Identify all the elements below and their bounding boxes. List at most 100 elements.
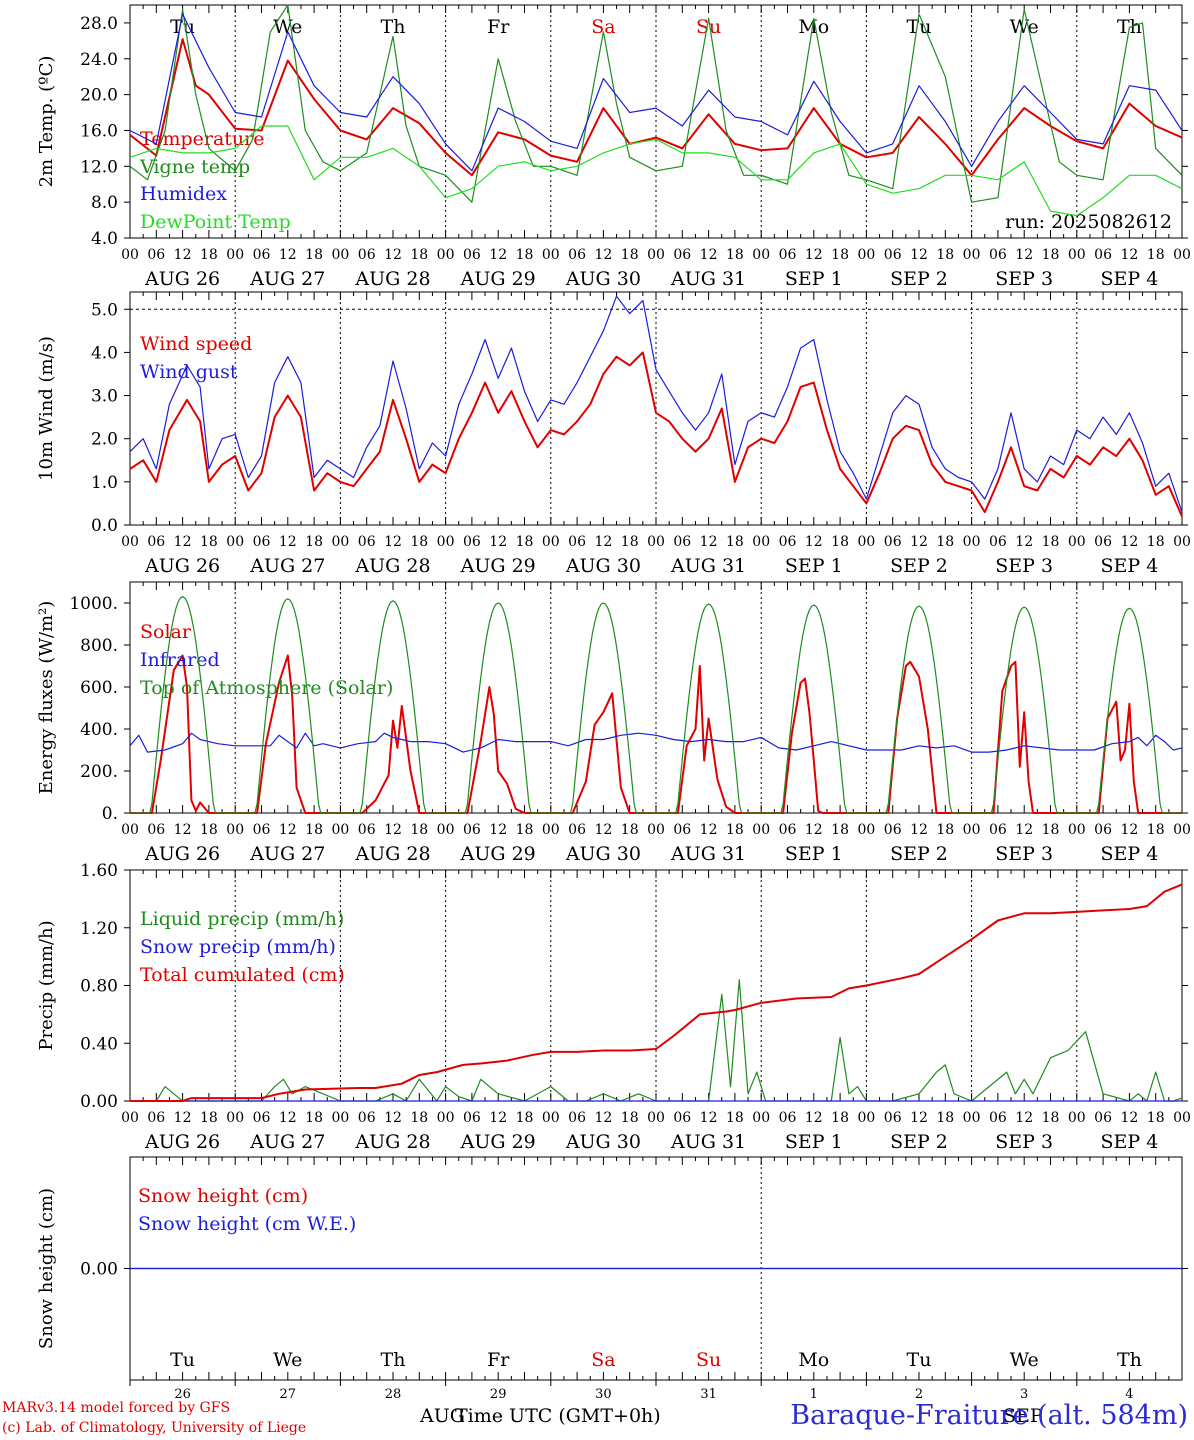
hour-tick-label: 18 [831, 822, 849, 838]
day-number-label: 2 [915, 1387, 923, 1400]
date-label: SEP 4 [1100, 268, 1158, 290]
hour-tick-label: 12 [489, 247, 507, 263]
y-tick-label: 0.80 [80, 977, 118, 997]
legend-entry: Liquid precip (mm/h) [140, 908, 344, 930]
hour-tick-label: 12 [384, 822, 402, 838]
hour-tick-label: 06 [147, 534, 165, 550]
hour-tick-label: 12 [384, 247, 402, 263]
hour-tick-label: 12 [700, 247, 718, 263]
y-tick-label: 4.0 [91, 343, 118, 363]
weekday-label: Fr [487, 1349, 510, 1371]
hour-tick-label: 06 [463, 1110, 481, 1126]
hour-tick-label: 18 [305, 534, 323, 550]
hour-tick-label: 12 [1015, 822, 1033, 838]
hour-tick-label: 12 [805, 534, 823, 550]
month-right-label: SEP [1003, 1405, 1043, 1427]
hour-tick-label: 18 [621, 534, 639, 550]
y-tick-label: 800. [80, 636, 118, 656]
weekday-label: Th [1117, 1349, 1142, 1371]
hour-tick-label: 06 [147, 247, 165, 263]
day-number-label: 31 [700, 1387, 717, 1400]
hour-tick-label: 18 [305, 1110, 323, 1126]
hour-tick-label: 06 [1094, 1110, 1112, 1126]
hour-tick-label: 06 [884, 247, 902, 263]
weekday-label: Th [381, 1349, 406, 1371]
hour-tick-label: 18 [305, 822, 323, 838]
hour-tick-label: 00 [963, 247, 981, 263]
y-tick-label: 12.0 [80, 157, 118, 177]
snow-height-panel: 0.00 Snow height (cm) Tu 26 We 27 Th 28 Fr 29 Sa 30… [36, 1156, 1188, 1400]
hour-tick-label: 12 [910, 534, 928, 550]
day-number-label: 4 [1125, 1387, 1133, 1400]
y-tick-label: 0. [102, 804, 118, 824]
hour-tick-label: 18 [1042, 247, 1060, 263]
hour-tick-label: 06 [358, 1110, 376, 1126]
y-tick-label: 3.0 [91, 387, 118, 407]
hour-tick-label: 06 [989, 534, 1007, 550]
hour-tick-label: 06 [989, 247, 1007, 263]
hour-tick-label: 06 [463, 247, 481, 263]
weekday-label: Th [381, 16, 406, 38]
date-label: AUG 31 [670, 268, 746, 290]
date-label: SEP 1 [785, 843, 843, 865]
date-label: AUG 28 [354, 1131, 430, 1153]
date-label: AUG 26 [144, 1131, 220, 1153]
y-tick-label: 1000. [69, 594, 118, 614]
legend-entry: Solar [140, 621, 192, 643]
hour-tick-label: 06 [568, 822, 586, 838]
hour-tick-label: 00 [857, 1110, 875, 1126]
hour-tick-label: 18 [200, 247, 218, 263]
hour-tick-label: 00 [226, 534, 244, 550]
date-label: AUG 27 [249, 268, 325, 290]
hour-tick-label: 00 [1173, 247, 1191, 263]
day-number-label: 29 [490, 1387, 507, 1400]
temperature-panel: 4.0 8.0 12.0 16.0 20.0 24.0 28.0 2m Temp. (ºC) 0… [36, 4, 1191, 290]
hour-tick-label: 00 [331, 534, 349, 550]
date-label: AUG 31 [670, 843, 746, 865]
hour-tick-label: 00 [1173, 534, 1191, 550]
hour-tick-label: 06 [568, 534, 586, 550]
x-axis-title: Time UTC (GMT+0h) [455, 1405, 661, 1427]
hour-tick-label: 18 [1042, 534, 1060, 550]
date-label: AUG 28 [354, 843, 430, 865]
hour-tick-label: 06 [253, 1110, 271, 1126]
date-label: SEP 3 [995, 843, 1053, 865]
hour-tick-label: 18 [1042, 1110, 1060, 1126]
hour-tick-label: 12 [910, 822, 928, 838]
hour-tick-label: 18 [410, 247, 428, 263]
weekday-label: We [1010, 1349, 1039, 1371]
hour-tick-label: 06 [673, 822, 691, 838]
hour-tick-label: 00 [542, 1110, 560, 1126]
y-tick-label: 200. [80, 762, 118, 782]
hour-tick-label: 12 [174, 247, 192, 263]
hour-tick-label: 00 [1068, 247, 1086, 263]
hour-tick-label: 06 [147, 1110, 165, 1126]
date-label: AUG 26 [144, 268, 220, 290]
hour-tick-label: 00 [647, 534, 665, 550]
hour-tick-label: 18 [516, 822, 534, 838]
hour-tick-label: 18 [516, 1110, 534, 1126]
weekday-label: Mo [798, 16, 829, 38]
y-tick-label: 4.0 [91, 229, 118, 249]
day-number-label: 28 [385, 1387, 402, 1400]
hour-tick-label: 12 [489, 1110, 507, 1126]
hour-tick-label: 18 [831, 1110, 849, 1126]
hour-tick-label: 00 [226, 822, 244, 838]
hour-tick-label: 12 [1120, 1110, 1138, 1126]
hour-tick-label: 00 [857, 822, 875, 838]
hour-tick-label: 18 [305, 247, 323, 263]
date-label: SEP 3 [995, 1131, 1053, 1153]
hour-tick-label: 00 [1068, 534, 1086, 550]
y-tick-label: 0.00 [80, 1092, 118, 1112]
hour-tick-label: 18 [516, 247, 534, 263]
hour-tick-label: 06 [253, 822, 271, 838]
hour-tick-label: 00 [963, 534, 981, 550]
hour-tick-label: 06 [253, 247, 271, 263]
y-tick-label: 0.0 [91, 516, 118, 536]
weekday-label: Tu [907, 16, 932, 38]
legend-entry: Temperature [140, 128, 264, 150]
date-label: AUG 26 [144, 555, 220, 577]
hour-tick-label: 00 [647, 1110, 665, 1126]
hour-tick-label: 18 [516, 534, 534, 550]
hour-tick-label: 06 [884, 822, 902, 838]
